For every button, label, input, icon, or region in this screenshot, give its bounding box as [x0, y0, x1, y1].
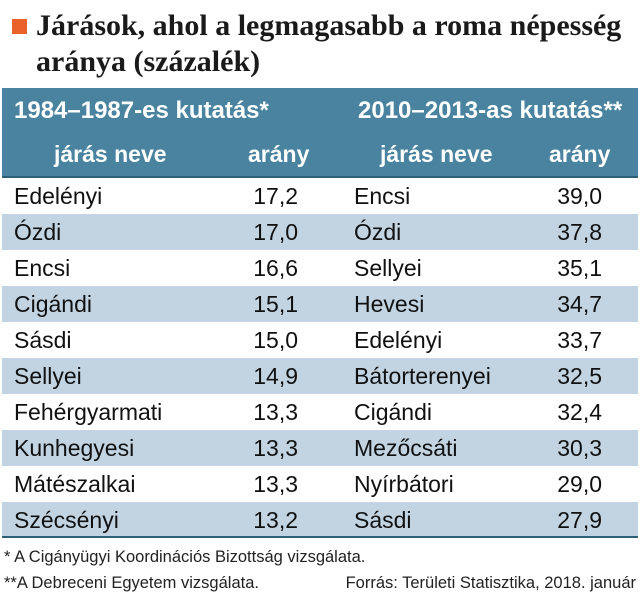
column-header-name-2: járás neve	[380, 141, 493, 167]
table-bottom-border	[2, 536, 638, 538]
district-name-2010: Mezőcsáti	[354, 435, 458, 461]
ratio-value-1984: 15,1	[253, 291, 298, 317]
title-bullet-icon	[12, 19, 27, 34]
district-name-1984: Cigándi	[14, 291, 92, 317]
ratio-value-1984: 13,3	[253, 399, 298, 425]
source-note: Forrás: Területi Statisztika, 2018. janu…	[345, 574, 636, 592]
district-name-1984: Encsi	[14, 255, 71, 281]
section-label-1984: 1984–1987-es kutatás*	[14, 97, 269, 124]
ratio-value-1984: 13,2	[253, 507, 298, 533]
district-name-2010: Ózdi	[354, 219, 402, 245]
ratio-value-2010: 34,7	[557, 291, 602, 317]
ratio-value-1984: 17,0	[253, 219, 298, 245]
footnote-2: **A Debreceni Egyetem vizsgálata.	[4, 574, 259, 592]
ratio-value-1984: 17,2	[253, 183, 298, 209]
ratio-value-1984: 13,3	[253, 435, 298, 461]
district-name-2010: Encsi	[354, 183, 411, 209]
ratio-value-2010: 33,7	[557, 327, 602, 353]
table-row: Szécsényi 13,2 Sásdi 27,9	[2, 502, 638, 538]
ratio-value-1984: 15,0	[253, 327, 298, 353]
district-name-1984: Edelényi	[14, 183, 103, 209]
ratio-value-1984: 13,3	[253, 471, 298, 497]
ratio-value-2010: 37,8	[557, 219, 602, 245]
section-label-2010: 2010–2013-as kutatás**	[358, 97, 623, 124]
ratio-value-2010: 30,3	[557, 435, 602, 461]
district-name-1984: Szécsényi	[14, 507, 119, 533]
footnote-1: * A Cigányügyi Koordinációs Bizottság vi…	[4, 548, 366, 566]
ratio-value-2010: 32,5	[557, 363, 602, 389]
table-row: Edelényi 17,2 Encsi 39,0	[2, 178, 638, 214]
ratio-value-2010: 27,9	[557, 507, 602, 533]
district-name-1984: Sellyei	[14, 363, 82, 389]
ratio-value-1984: 16,6	[253, 255, 298, 281]
data-table: 1984–1987-es kutatás* 2010–2013-as kutat…	[2, 88, 638, 538]
district-name-2010: Sellyei	[354, 255, 422, 281]
title-block: Járások, ahol a legmagasabb a roma népes…	[8, 6, 634, 88]
table-row: Sásdi 15,0 Edelényi 33,7	[2, 322, 638, 358]
table-row: Kunhegyesi 13,3 Mezőcsáti 30,3	[2, 430, 638, 466]
section-header-row: 1984–1987-es kutatás* 2010–2013-as kutat…	[2, 88, 638, 134]
district-name-1984: Fehérgyarmati	[14, 399, 163, 425]
district-name-1984: Sásdi	[14, 327, 72, 353]
header-divider	[2, 176, 638, 178]
table-row: Cigándi 15,1 Hevesi 34,7	[2, 286, 638, 322]
district-name-2010: Nyírbátori	[354, 471, 454, 497]
column-header-row: járás neve arány járás neve arány	[2, 134, 638, 176]
district-name-1984: Kunhegyesi	[14, 435, 135, 461]
chart-title: Járások, ahol a legmagasabb a roma népes…	[36, 9, 622, 78]
column-header-name-1: járás neve	[54, 141, 167, 167]
district-name-2010: Bátorterenyei	[354, 363, 491, 389]
ratio-value-2010: 35,1	[557, 255, 602, 281]
table-row: Fehérgyarmati 13,3 Cigándi 32,4	[2, 394, 638, 430]
table-row: Encsi 16,6 Sellyei 35,1	[2, 250, 638, 286]
table-row: Sellyei 14,9 Bátorterenyei 32,5	[2, 358, 638, 394]
ratio-value-2010: 32,4	[557, 399, 602, 425]
district-name-1984: Ózdi	[14, 219, 62, 245]
ratio-value-1984: 14,9	[253, 363, 298, 389]
ratio-value-2010: 39,0	[557, 183, 602, 209]
table-row: Ózdi 17,0 Ózdi 37,8	[2, 214, 638, 250]
district-name-2010: Hevesi	[354, 291, 425, 317]
district-name-1984: Mátészalkai	[14, 471, 136, 497]
ratio-value-2010: 29,0	[557, 471, 602, 497]
district-name-2010: Sásdi	[354, 507, 412, 533]
table-row: Mátészalkai 13,3 Nyírbátori 29,0	[2, 466, 638, 502]
district-name-2010: Edelényi	[354, 327, 443, 353]
column-header-value-2: arány	[549, 141, 611, 167]
district-name-2010: Cigándi	[354, 399, 432, 425]
column-header-value-1: arány	[248, 141, 310, 167]
